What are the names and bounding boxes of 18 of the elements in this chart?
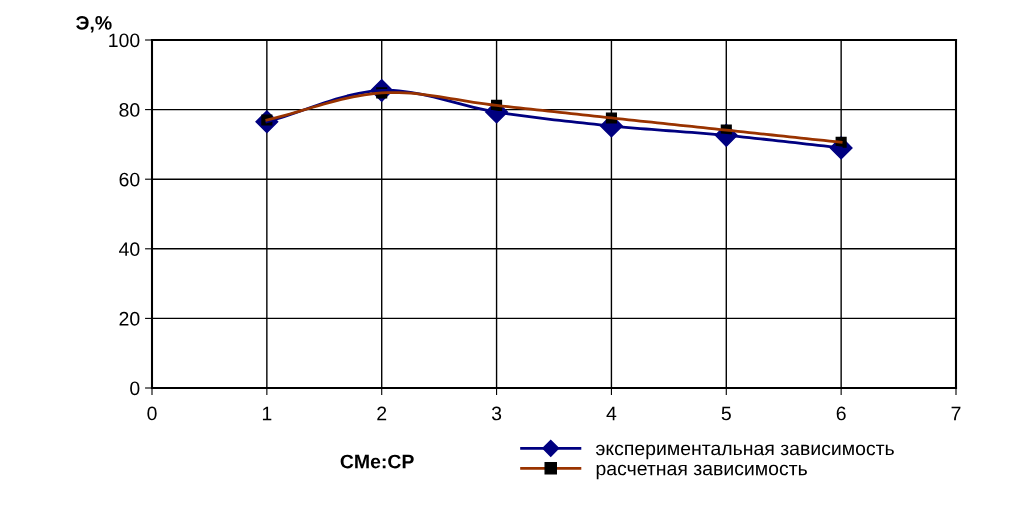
y-axis-title: Э,% <box>76 15 112 33</box>
x-tick-label: 0 <box>147 406 157 421</box>
x-tick-label: 7 <box>951 406 961 421</box>
x-tick-label: 6 <box>836 406 846 421</box>
x-tick-label: 2 <box>377 406 387 421</box>
y-tick-label: 80 <box>119 103 140 117</box>
y-tick-label: 40 <box>119 242 140 257</box>
x-tick-label: 1 <box>262 406 272 421</box>
y-tick-label: 100 <box>109 33 140 48</box>
legend-label: экспериментальная зависимость <box>595 444 894 460</box>
y-tick-label: 20 <box>119 311 140 326</box>
y-tick-label: 60 <box>119 172 140 187</box>
x-axis-title: CMe:CP <box>340 454 414 469</box>
y-tick-label: 0 <box>130 381 140 396</box>
x-tick-label: 3 <box>491 406 502 421</box>
x-tick-label: 4 <box>606 406 617 421</box>
legend-label: расчетная зависимость <box>596 464 807 480</box>
x-tick-label: 5 <box>721 406 731 421</box>
